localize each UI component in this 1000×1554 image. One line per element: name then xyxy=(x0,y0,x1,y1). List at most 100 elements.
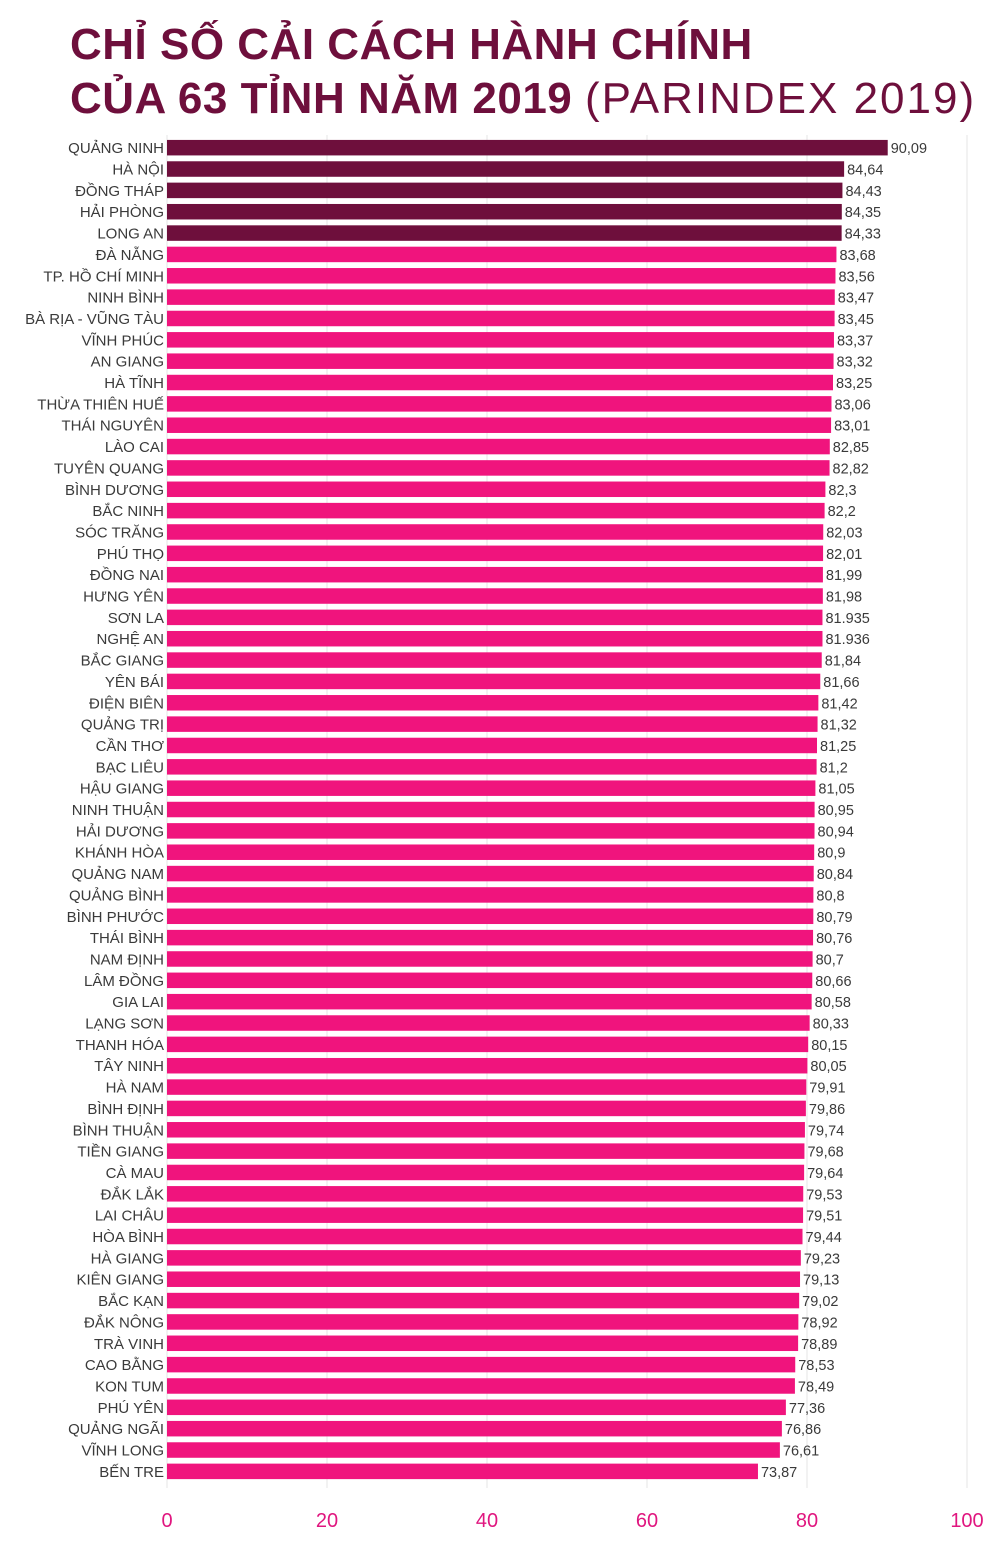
value-labels: 90,09 84,64 84,43 84,35 84,33 83,68 83,56 83,47… xyxy=(761,141,927,1481)
bar xyxy=(167,289,835,305)
category-label: KIÊN GIANG xyxy=(76,1272,164,1289)
bar xyxy=(167,438,830,455)
category-label: KON TUM xyxy=(95,1378,164,1395)
bar xyxy=(167,1207,804,1223)
category-label: HẢI DƯƠNG xyxy=(76,823,164,840)
bar xyxy=(167,460,830,476)
category-label: ĐẮK LẮK xyxy=(101,1185,164,1203)
bar xyxy=(167,203,842,220)
category-label: QUẢNG TRỊ xyxy=(81,717,164,734)
x-tick-label: 60 xyxy=(636,1510,658,1532)
bar xyxy=(167,1015,810,1031)
category-label: BẠC LIÊU xyxy=(96,759,164,776)
category-label: THÁI NGUYÊN xyxy=(61,418,164,435)
value-label: 76,86 xyxy=(785,1422,821,1438)
category-label: KHÁNH HÒA xyxy=(75,845,164,862)
value-label: 80,66 xyxy=(815,974,851,990)
bar xyxy=(167,1250,801,1266)
value-label: 78,89 xyxy=(801,1337,837,1353)
bar xyxy=(167,1164,805,1181)
category-label: LONG AN xyxy=(97,226,164,243)
value-label: 84,35 xyxy=(845,205,881,221)
category-label: LÂM ĐỒNG xyxy=(84,972,164,990)
value-label: 80,76 xyxy=(816,931,852,947)
category-label: TUYÊN QUANG xyxy=(54,460,164,477)
category-label: HÒA BÌNH xyxy=(92,1229,164,1246)
category-label: BÌNH ĐỊNH xyxy=(87,1101,164,1118)
category-label: NAM ĐỊNH xyxy=(90,951,164,968)
category-label: BÌNH DƯƠNG xyxy=(65,482,164,499)
bar xyxy=(167,268,836,284)
value-label: 83,32 xyxy=(837,355,873,371)
value-label: 82,01 xyxy=(826,547,862,563)
value-label: 79,53 xyxy=(806,1187,842,1203)
value-label: 84,64 xyxy=(847,163,883,179)
value-label: 84,43 xyxy=(845,184,881,200)
value-label: 79,68 xyxy=(807,1145,843,1161)
bar xyxy=(167,1057,808,1074)
bar xyxy=(167,1186,804,1202)
value-label: 82,3 xyxy=(828,483,856,499)
category-label: BẮC NINH xyxy=(92,502,164,520)
category-label: HẬU GIANG xyxy=(80,781,164,798)
value-label: 82,2 xyxy=(828,504,856,520)
category-label: NINH BÌNH xyxy=(87,290,164,307)
category-label: TÂY NINH xyxy=(94,1058,164,1075)
bar xyxy=(167,545,824,562)
category-label: GIA LAI xyxy=(112,994,164,1011)
x-tick-label: 0 xyxy=(161,1510,172,1532)
category-label: BẮC KẠN xyxy=(98,1292,164,1310)
value-label: 78,49 xyxy=(798,1379,834,1395)
value-label: 82,85 xyxy=(833,440,869,456)
value-label: 80,33 xyxy=(813,1017,849,1033)
x-tick-label: 40 xyxy=(476,1510,498,1532)
bar xyxy=(167,908,814,925)
category-label: HẢI PHÒNG xyxy=(80,204,164,221)
value-label: 79,86 xyxy=(809,1102,845,1118)
bar xyxy=(167,1228,803,1245)
bar xyxy=(167,1122,805,1138)
bar xyxy=(167,823,815,839)
category-label: CẦN THƠ xyxy=(96,738,165,755)
value-label: 78,53 xyxy=(798,1358,834,1374)
bar xyxy=(167,737,817,754)
x-tick-label: 80 xyxy=(796,1510,818,1532)
bar xyxy=(167,1378,795,1394)
value-label: 77,36 xyxy=(789,1401,825,1417)
bar xyxy=(167,161,845,177)
bar xyxy=(167,1271,801,1287)
value-label: 80,05 xyxy=(810,1059,846,1075)
category-label: YÊN BÁI xyxy=(105,674,164,691)
value-label: 81,05 xyxy=(818,782,854,798)
bar xyxy=(167,502,825,519)
category-label: TP. HỒ CHÍ MINH xyxy=(43,267,164,285)
value-label: 81,2 xyxy=(820,760,848,776)
category-label: BẾN TRE xyxy=(99,1464,164,1481)
value-label: 80,94 xyxy=(818,824,854,840)
bar xyxy=(167,780,816,796)
value-label: 83,47 xyxy=(838,291,874,307)
bar xyxy=(167,566,823,583)
value-label: 80,15 xyxy=(811,1038,847,1054)
category-label: HƯNG YÊN xyxy=(83,589,164,606)
value-label: 83,45 xyxy=(838,312,874,328)
value-label: 79,23 xyxy=(804,1251,840,1267)
bar xyxy=(167,182,843,199)
bar xyxy=(167,929,814,946)
category-label: BÌNH THUẬN xyxy=(73,1122,164,1139)
value-label: 80,7 xyxy=(816,952,844,968)
value-label: 83,37 xyxy=(837,333,873,349)
category-label: ĐỒNG THÁP xyxy=(75,182,164,200)
value-label: 81,98 xyxy=(826,590,862,606)
category-label: QUẢNG NGÃI xyxy=(68,1421,164,1438)
value-label: 80,79 xyxy=(816,910,852,926)
category-label: NGHỆ AN xyxy=(96,631,164,648)
value-label: 79,74 xyxy=(808,1123,844,1139)
value-label: 84,33 xyxy=(845,227,881,243)
chart-title: CHỈ SỐ CẢI CÁCH HÀNH CHÍNH CỦA 63 TỈNH N… xyxy=(70,18,976,126)
value-label: 80,84 xyxy=(817,867,853,883)
bar xyxy=(167,374,833,391)
bar xyxy=(167,695,819,711)
category-label: ĐỒNG NAI xyxy=(90,566,164,584)
bars xyxy=(167,139,888,1480)
